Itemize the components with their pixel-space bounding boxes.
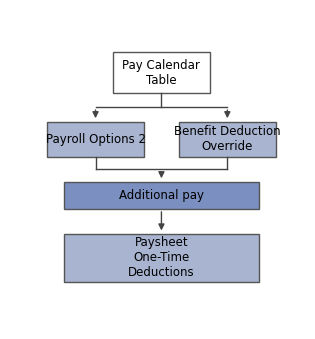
Text: Payroll Options 2: Payroll Options 2 — [46, 133, 146, 146]
FancyBboxPatch shape — [64, 182, 259, 209]
FancyBboxPatch shape — [113, 53, 210, 93]
Text: Paysheet
One-Time
Deductions: Paysheet One-Time Deductions — [128, 237, 195, 279]
Text: Pay Calendar
Table: Pay Calendar Table — [123, 59, 200, 87]
FancyBboxPatch shape — [179, 122, 276, 157]
Text: Additional pay: Additional pay — [119, 189, 204, 202]
FancyBboxPatch shape — [64, 234, 259, 282]
Text: Benefit Deduction
Override: Benefit Deduction Override — [174, 125, 281, 153]
FancyBboxPatch shape — [47, 122, 144, 157]
